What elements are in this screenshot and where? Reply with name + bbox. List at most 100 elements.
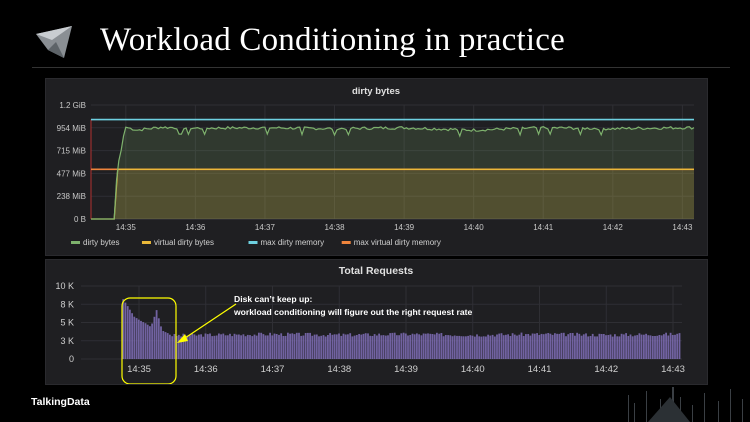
request-bar [304,333,307,359]
x-tick-label: 14:43 [672,223,693,232]
x-tick-label: 14:38 [325,223,346,232]
request-bar [562,332,565,359]
request-bar [302,335,305,359]
request-bar [186,335,189,359]
request-bar [142,322,145,359]
y-tick-label: 3 K [60,336,74,346]
x-tick-label: 14:39 [394,364,418,375]
x-tick-label: 14:43 [661,364,685,375]
request-bar [180,336,182,359]
request-bar [300,335,303,359]
x-tick-label: 14:35 [116,223,137,232]
request-bar [382,335,385,359]
request-bar [133,316,136,359]
request-bar [456,335,458,359]
request-bar [400,333,403,359]
request-bar [233,333,236,359]
request-bar [367,333,369,359]
request-bar [513,334,516,359]
legend-label: virtual dirty bytes [154,238,214,247]
request-bar [658,335,661,359]
y-tick-label: 477 MiB [57,169,86,178]
y-tick-label: 1.2 GiB [59,101,86,110]
request-bar [349,333,352,359]
request-bar [602,334,605,359]
request-bar [542,334,545,359]
request-bar [191,333,194,359]
request-bar [293,334,296,359]
request-bar [487,334,489,359]
request-bar [162,331,165,359]
request-bar [489,335,492,359]
request-bar [137,319,140,359]
request-bar [607,335,610,359]
request-bar [391,332,394,359]
request-bar [571,333,574,359]
legend-swatch [248,241,258,244]
request-bar [451,336,454,359]
legend-swatch [341,241,351,244]
request-bar [416,333,418,359]
request-bar [556,333,558,359]
x-tick-label: 14:41 [533,223,554,232]
request-bar [155,310,158,359]
request-bar [444,335,447,359]
request-bar [396,335,398,359]
request-bar [351,336,354,359]
request-bar [665,332,667,359]
request-bar [449,335,452,359]
request-bar [418,334,420,359]
request-bar [424,333,427,359]
request-bar [638,333,641,359]
request-bar [538,335,541,359]
request-bar [287,332,289,359]
request-bar [580,335,583,359]
x-tick-label: 14:41 [528,364,552,375]
legend-label: max virtual dirty memory [354,238,441,247]
request-bar [331,334,334,359]
request-bar [649,335,652,359]
request-bar [318,336,320,359]
request-bar [453,335,456,359]
request-bar [645,333,647,359]
request-bar [431,334,434,359]
request-bar [344,334,347,359]
request-bar [307,332,309,359]
request-bar [251,336,254,359]
request-bar [215,335,218,359]
y-tick-label: 954 MiB [57,124,86,133]
request-bar [273,333,276,359]
request-bar [322,335,325,359]
request-bar [565,336,567,359]
x-tick-label: 14:40 [464,223,485,232]
request-bar [358,334,360,359]
x-tick-label: 14:37 [255,223,276,232]
request-bar [516,335,518,359]
request-bar [126,306,129,359]
request-bar [218,333,220,359]
request-bar [529,335,532,359]
request-bar [678,333,681,359]
legend-swatch [141,241,151,244]
request-bar [347,334,349,359]
request-bar [460,336,463,359]
request-bar [275,334,278,359]
request-bar [240,335,242,359]
request-bar [674,334,676,359]
request-bar [369,335,372,359]
request-bar [656,335,659,359]
dirty-bytes-line [91,125,695,220]
request-bar [505,334,507,359]
total-requests-panel[interactable]: Total Requests 10 K 8 K 5 K 3 K 0 14:35 14:36… [45,259,708,385]
request-bar [327,335,329,359]
x-tick-label: 14:36 [185,223,206,232]
request-bar [467,335,469,359]
request-bar [442,336,445,359]
dirty-bytes-panel[interactable]: dirty bytes 1.2 GiB 954 MiB 715 MiB 477 MiB… [45,78,708,256]
request-bar [496,334,498,359]
request-bar [291,333,294,359]
request-bar [262,334,265,359]
request-bar [620,333,623,359]
request-bar [634,335,636,359]
annotation-arrow [181,303,237,341]
